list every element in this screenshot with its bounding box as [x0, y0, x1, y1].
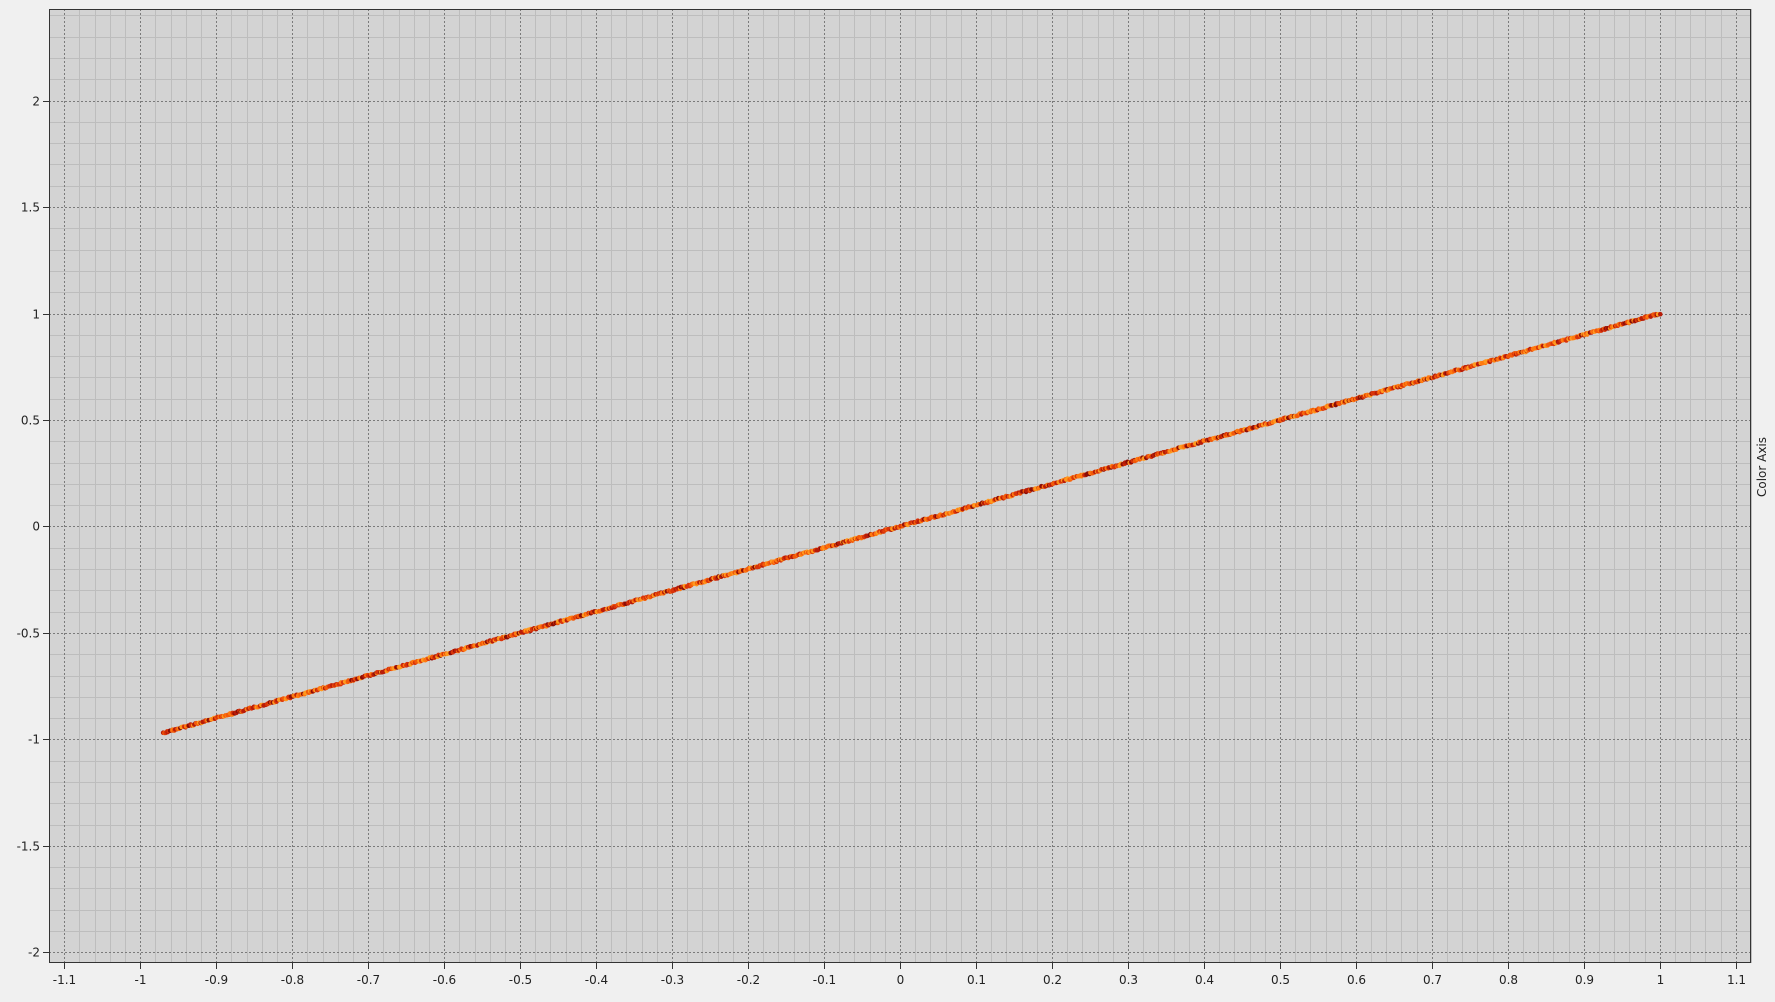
data-point	[1657, 311, 1663, 317]
x-tick-label: -0.3	[661, 973, 684, 987]
y-tick-label: -1.5	[17, 840, 40, 854]
y-tick-label: -1	[28, 733, 40, 747]
y-axis: -2 -1.5 -1 -0.5 0 0.5 1 1.5 2	[17, 95, 49, 960]
x-tick-label: -0.6	[433, 973, 456, 987]
x-tick-label: -0.1	[813, 973, 836, 987]
x-tick-label: -0.9	[205, 973, 228, 987]
x-tick-label: -0.5	[509, 973, 532, 987]
x-axis: -1.1 -1 -0.9 -0.8 -0.7 -0.6 -0.5 -0.4 -0.3 -0.2 -0…	[53, 963, 1746, 987]
x-tick-label: 0.8	[1499, 973, 1518, 987]
y-tick-label: 0.5	[21, 414, 40, 428]
x-tick-label: -0.2	[737, 973, 760, 987]
x-tick-label: 0	[897, 973, 905, 987]
plot-frame	[49, 9, 1751, 963]
x-tick-label: -0.4	[585, 973, 608, 987]
x-tick-label: 0.7	[1423, 973, 1442, 987]
x-tick-label: -0.8	[281, 973, 304, 987]
x-tick-label: 0.4	[1195, 973, 1214, 987]
y-tick-label: 1.5	[21, 201, 40, 215]
x-tick-label: -1	[135, 973, 147, 987]
y-tick-label: 2	[32, 95, 40, 109]
minor-grid	[49, 9, 1752, 963]
x-tick-label: 0.6	[1347, 973, 1366, 987]
y-tick-label: -2	[28, 946, 40, 960]
x-tick-label: -0.7	[357, 973, 380, 987]
x-tick-label: -1.1	[53, 973, 76, 987]
x-tick-label: 0.5	[1271, 973, 1290, 987]
data-points	[160, 311, 1663, 736]
x-tick-label: 0.2	[1043, 973, 1062, 987]
y-tick-label: 1	[32, 308, 40, 322]
major-grid	[49, 9, 1751, 963]
color-axis-label: Color Axis	[1755, 437, 1769, 497]
y-tick-label: 0	[32, 520, 40, 534]
x-tick-label: 0.3	[1119, 973, 1138, 987]
y-tick-label: -0.5	[17, 627, 40, 641]
x-tick-label: 1	[1657, 973, 1665, 987]
x-tick-label: 0.9	[1575, 973, 1594, 987]
x-tick-label: 0.1	[967, 973, 986, 987]
x-tick-label: 1.1	[1727, 973, 1746, 987]
